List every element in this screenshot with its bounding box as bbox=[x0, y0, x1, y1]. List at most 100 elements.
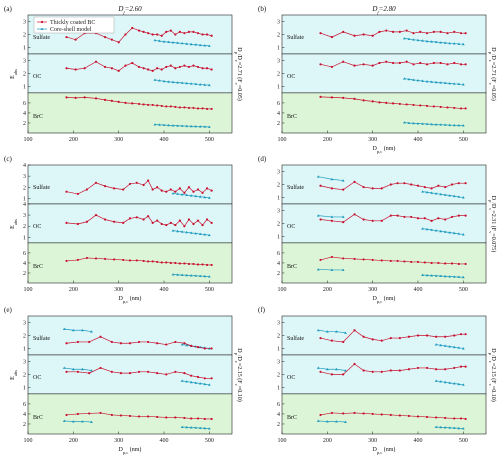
thick-marker bbox=[330, 219, 333, 222]
core-marker bbox=[344, 369, 347, 372]
thick-marker bbox=[169, 221, 172, 224]
subplot-oc: 1 2 3 OC bbox=[277, 203, 487, 244]
thick-marker bbox=[432, 105, 435, 108]
thick-marker bbox=[174, 261, 177, 265]
core-marker bbox=[443, 41, 447, 44]
core-marker bbox=[194, 426, 198, 429]
thick-marker bbox=[403, 182, 406, 185]
thick-marker bbox=[142, 183, 145, 187]
thick-marker bbox=[330, 96, 333, 99]
core-marker bbox=[425, 80, 429, 83]
core-marker bbox=[341, 215, 345, 218]
thick-marker bbox=[457, 262, 460, 266]
core-marker bbox=[207, 44, 211, 47]
core-marker bbox=[439, 81, 443, 84]
y-tick-label: 2 bbox=[277, 71, 280, 77]
thick-marker bbox=[425, 63, 429, 66]
thick-marker bbox=[76, 370, 79, 373]
core-marker bbox=[443, 230, 447, 233]
thick-marker bbox=[446, 63, 449, 66]
core-marker bbox=[335, 330, 338, 333]
core-marker bbox=[90, 420, 93, 423]
core-marker bbox=[207, 233, 211, 237]
thick-marker bbox=[450, 262, 454, 265]
subplot-sulfate: 1 2 3 Sulfate bbox=[277, 164, 487, 205]
thick-marker bbox=[119, 372, 123, 375]
thick-marker bbox=[464, 333, 467, 336]
thick-marker bbox=[135, 181, 138, 184]
thick-marker bbox=[103, 257, 107, 261]
subplot-background bbox=[281, 164, 487, 205]
y-tick-label: 2 bbox=[277, 372, 280, 378]
subplot-label: Sulfate bbox=[33, 34, 50, 41]
core-marker bbox=[185, 273, 189, 277]
thick-marker bbox=[353, 329, 356, 332]
thick-marker bbox=[131, 102, 134, 105]
thick-marker bbox=[362, 99, 365, 102]
subplot-oc: 1 2 3 4 OC bbox=[23, 202, 233, 244]
thick-marker bbox=[380, 370, 383, 373]
y-tick-label: 3 bbox=[277, 19, 280, 25]
y-tick-label: 2 bbox=[277, 182, 280, 188]
thick-marker bbox=[119, 342, 123, 345]
core-marker bbox=[448, 231, 452, 234]
thick-marker bbox=[378, 101, 381, 104]
y-tick-label: 2 bbox=[277, 422, 280, 428]
core-marker bbox=[189, 42, 193, 46]
thick-marker bbox=[113, 258, 116, 261]
subplot-sulfate: 1 2 3 Sulfate bbox=[277, 315, 487, 356]
y-tick-label: 3 bbox=[277, 208, 280, 214]
x-tick-label: 300 bbox=[368, 137, 377, 143]
core-marker bbox=[457, 275, 461, 278]
y-tick-label: 2 bbox=[23, 333, 26, 339]
core-marker bbox=[153, 78, 157, 81]
thick-marker bbox=[142, 30, 145, 33]
subplot-background bbox=[281, 92, 487, 134]
subplot-brc: 2 4 6 BrC bbox=[277, 92, 487, 134]
subplot-label: Sulfate bbox=[33, 184, 50, 191]
thick-marker bbox=[124, 64, 127, 67]
thick-marker bbox=[435, 416, 438, 419]
core-marker bbox=[434, 80, 438, 84]
core-series-line bbox=[64, 420, 92, 423]
core-marker bbox=[158, 39, 161, 42]
thick-marker bbox=[178, 262, 181, 265]
subplot-label: OC bbox=[33, 375, 41, 381]
thick-marker bbox=[147, 340, 150, 344]
thick-marker bbox=[416, 260, 420, 264]
thick-marker bbox=[342, 30, 345, 33]
thick-marker bbox=[196, 65, 200, 69]
y-tick-label: 1 bbox=[277, 346, 280, 352]
y-axis-label: Eabs bbox=[10, 69, 18, 79]
thick-marker bbox=[396, 214, 399, 217]
core-marker bbox=[430, 228, 433, 231]
thick-marker bbox=[131, 61, 134, 65]
subplot-background bbox=[27, 203, 233, 244]
thick-marker bbox=[165, 223, 168, 227]
core-marker bbox=[448, 194, 452, 197]
core-marker bbox=[439, 425, 443, 429]
y-tick-label: 3 bbox=[277, 359, 280, 365]
panel-letter: (e) bbox=[4, 306, 12, 314]
y-tick-label: 1 bbox=[23, 385, 26, 391]
right-side-label: Dp/Dc=2.15 (Fv=0.10) bbox=[489, 348, 498, 401]
y-tick-label: 2 bbox=[277, 333, 280, 339]
y-tick-label: 2 bbox=[277, 221, 280, 227]
thick-marker bbox=[169, 64, 172, 67]
thick-marker bbox=[353, 180, 356, 183]
core-marker bbox=[434, 192, 438, 195]
thick-marker bbox=[453, 61, 456, 65]
core-marker bbox=[316, 214, 320, 217]
thick-marker bbox=[330, 35, 333, 39]
thick-marker bbox=[459, 63, 463, 66]
core-marker bbox=[448, 41, 452, 45]
thick-marker bbox=[174, 33, 177, 36]
core-marker bbox=[461, 233, 465, 236]
subplot-background bbox=[27, 92, 233, 134]
x-tick-label: 200 bbox=[323, 438, 332, 444]
thick-marker bbox=[371, 258, 374, 262]
thick-marker bbox=[160, 34, 163, 37]
right-side-label: Dp/Dc=2.15 (Fv=0.10) bbox=[235, 348, 244, 401]
core-marker bbox=[189, 231, 193, 234]
y-tick-label: 3 bbox=[23, 174, 26, 180]
